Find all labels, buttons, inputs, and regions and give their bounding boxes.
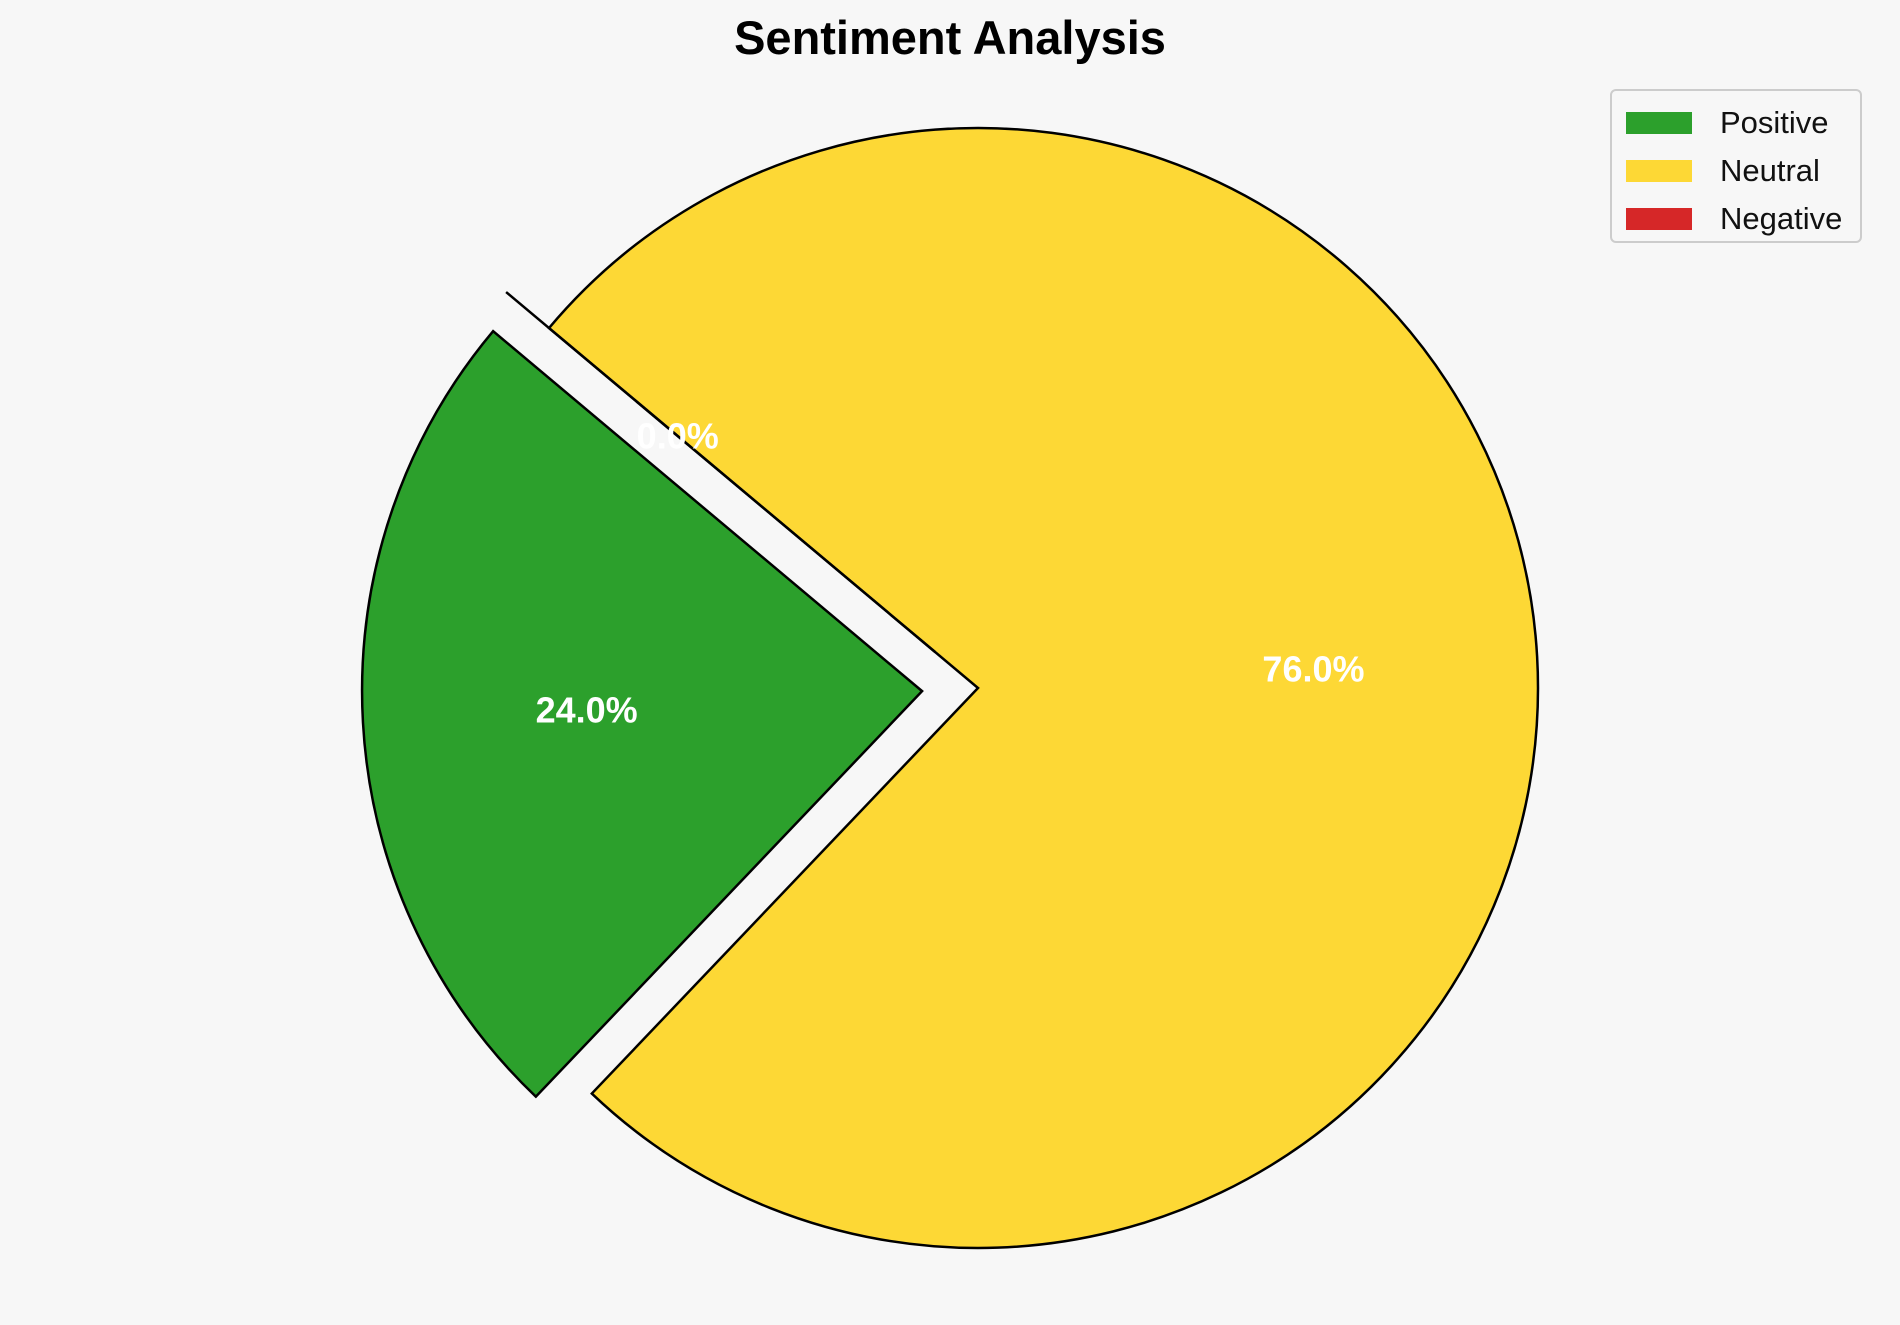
legend-swatch-negative — [1626, 208, 1692, 230]
legend-swatch-neutral — [1626, 160, 1692, 182]
legend-swatch-positive — [1626, 112, 1692, 134]
chart-title: Sentiment Analysis — [734, 11, 1166, 64]
legend: Positive Neutral Negative — [1610, 89, 1862, 243]
legend-entry-positive: Positive — [1626, 99, 1860, 147]
legend-entry-neutral: Neutral — [1626, 147, 1860, 195]
pie-label-negative: 0.0% — [637, 416, 719, 457]
pie-slice-neutral — [547, 126, 1540, 1250]
legend-label-positive: Positive — [1720, 105, 1829, 140]
pie-label-neutral: 76.0% — [1262, 649, 1364, 690]
pie-slice-positive — [360, 329, 924, 1099]
legend-entry-negative: Negative — [1626, 195, 1860, 243]
pie-slice-negative — [505, 291, 936, 653]
legend-label-negative: Negative — [1720, 201, 1843, 236]
legend-label-neutral: Neutral — [1720, 153, 1820, 188]
pie-label-positive: 24.0% — [536, 689, 638, 730]
